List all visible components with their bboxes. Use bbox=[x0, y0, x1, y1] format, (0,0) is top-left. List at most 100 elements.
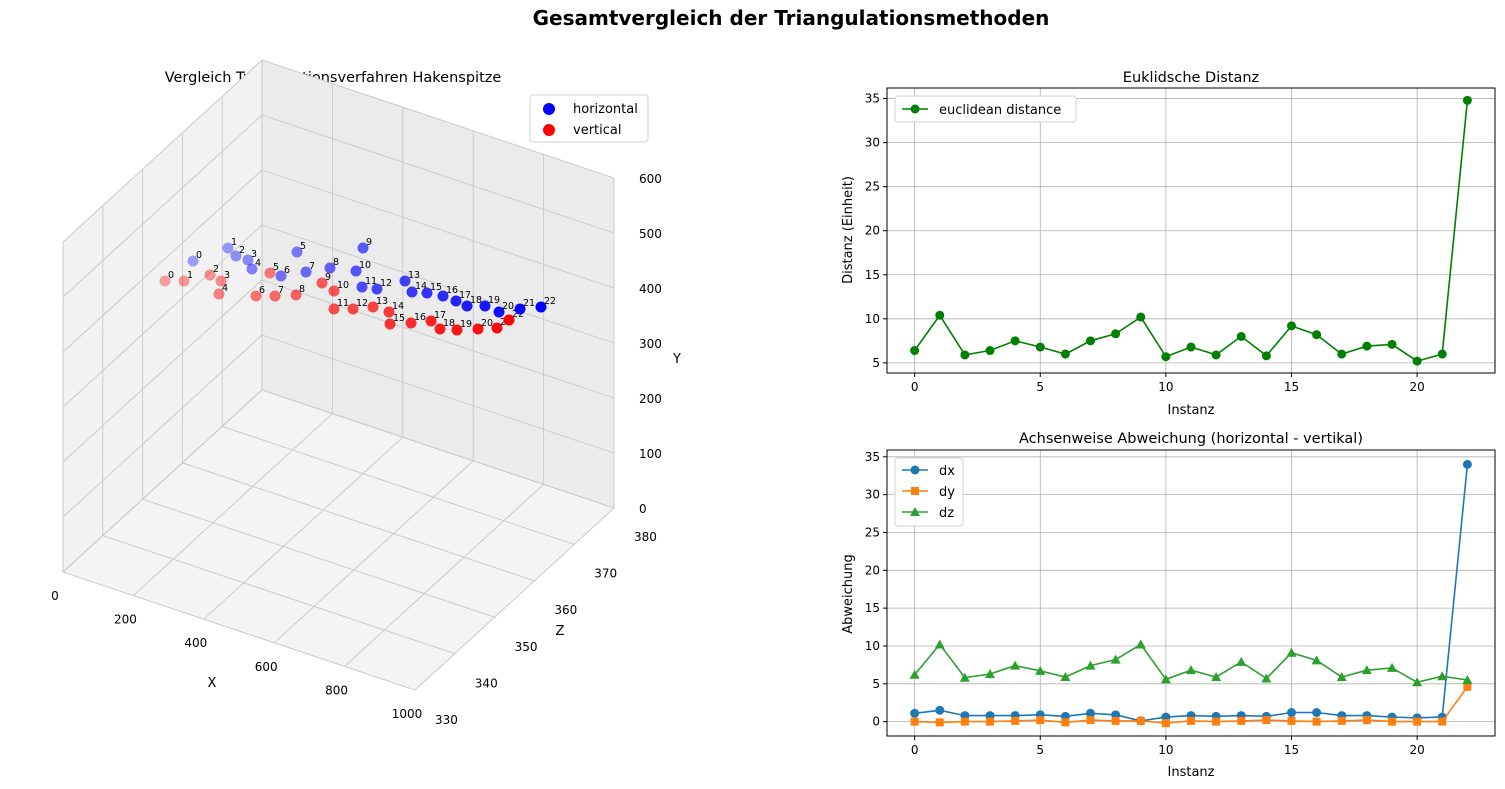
z-tick-label-3d: 340 bbox=[475, 676, 498, 690]
point-vertical bbox=[269, 290, 281, 302]
point-horizontal-label: 17 bbox=[459, 290, 471, 301]
point-horizontal bbox=[246, 263, 258, 275]
legend-marker-horizontal bbox=[543, 103, 555, 115]
point-horizontal bbox=[461, 300, 473, 312]
z-gridline-3d bbox=[142, 498, 495, 618]
point-horizontal-label: 3 bbox=[251, 249, 257, 260]
point-vertical-label: 15 bbox=[393, 313, 405, 324]
x-tick-label-3d: 400 bbox=[184, 636, 207, 650]
point-vertical bbox=[491, 322, 503, 334]
point-horizontal-label: 0 bbox=[196, 250, 202, 261]
point-horizontal-label: 16 bbox=[446, 285, 458, 296]
x-tick-label-3d: 0 bbox=[51, 589, 59, 603]
z-gridline-3d bbox=[182, 462, 535, 582]
point-horizontal bbox=[222, 242, 234, 254]
point-vertical bbox=[503, 314, 515, 326]
point-vertical bbox=[159, 275, 171, 287]
point-vertical bbox=[204, 269, 216, 281]
x-gridline-3d bbox=[203, 436, 404, 620]
y-tick-label-3d: 100 bbox=[639, 447, 662, 461]
point-vertical-label: 5 bbox=[273, 262, 279, 273]
point-horizontal-label: 14 bbox=[415, 281, 427, 292]
point-vertical-label: 14 bbox=[392, 301, 404, 312]
point-vertical-label: 17 bbox=[434, 310, 446, 321]
y-gridline-3d bbox=[62, 169, 263, 353]
point-horizontal bbox=[421, 287, 433, 299]
point-vertical-label: 16 bbox=[414, 312, 426, 323]
point-vertical bbox=[367, 301, 379, 313]
point-horizontal-label: 5 bbox=[300, 241, 306, 252]
point-vertical bbox=[213, 288, 225, 300]
z-tick-label-3d: 370 bbox=[594, 567, 617, 581]
legend-label-horizontal: horizontal bbox=[573, 102, 638, 117]
x-tick-label-3d: 600 bbox=[255, 660, 278, 674]
z-tick-label-3d: 380 bbox=[634, 530, 657, 544]
point-horizontal-label: 18 bbox=[470, 295, 482, 306]
y-gridline-3d bbox=[62, 389, 263, 573]
x-gridline-3d bbox=[133, 413, 333, 596]
point-horizontal bbox=[479, 300, 491, 312]
legend: horizontal vertical bbox=[529, 94, 649, 143]
point-vertical-label: 7 bbox=[278, 285, 284, 296]
point-vertical bbox=[316, 277, 328, 289]
point-horizontal-label: 2 bbox=[239, 245, 245, 256]
point-horizontal-label: 20 bbox=[502, 301, 514, 312]
x-tick-label-3d: 1000 bbox=[392, 707, 423, 721]
point-vertical bbox=[290, 289, 302, 301]
y-gridline-3d bbox=[261, 279, 615, 399]
x-gridline-3d bbox=[273, 460, 474, 644]
point-horizontal-label: 11 bbox=[365, 276, 377, 287]
point-horizontal-label: 22 bbox=[544, 296, 556, 307]
point-horizontal bbox=[324, 262, 336, 274]
z-axis-label-3d: Z bbox=[556, 624, 565, 639]
point-horizontal-label: 6 bbox=[284, 265, 290, 276]
z-gridline-3d bbox=[102, 535, 455, 655]
point-vertical bbox=[472, 323, 484, 335]
point-horizontal-label: 13 bbox=[408, 270, 420, 281]
point-vertical-label: 0 bbox=[168, 270, 174, 281]
legend-marker-vertical bbox=[543, 124, 555, 136]
point-vertical-label: 19 bbox=[460, 319, 472, 330]
point-horizontal bbox=[535, 301, 547, 313]
point-vertical-label: 2 bbox=[213, 264, 219, 275]
y-gridline-3d bbox=[261, 334, 615, 454]
y-gridline-3d bbox=[62, 114, 263, 298]
y-tick-label-3d: 200 bbox=[639, 392, 662, 406]
z-gridline-3d bbox=[222, 425, 575, 545]
point-horizontal bbox=[514, 303, 526, 315]
point-horizontal bbox=[493, 306, 505, 318]
point-horizontal-label: 15 bbox=[430, 282, 442, 293]
y-axis-label-3d: Y bbox=[672, 352, 681, 367]
point-horizontal-label: 7 bbox=[309, 261, 315, 272]
point-horizontal bbox=[399, 275, 411, 287]
point-vertical-label: 22 bbox=[512, 309, 524, 320]
point-vertical-label: 6 bbox=[259, 285, 265, 296]
point-vertical bbox=[178, 275, 190, 287]
y-gridline-3d bbox=[261, 59, 615, 179]
point-horizontal bbox=[187, 255, 199, 267]
point-vertical-label: 18 bbox=[443, 318, 455, 329]
point-horizontal bbox=[371, 283, 383, 295]
point-vertical bbox=[328, 303, 340, 315]
figure-title: Gesamtvergleich der Triangulationsmethod… bbox=[532, 6, 1050, 30]
point-vertical bbox=[405, 317, 417, 329]
point-vertical bbox=[384, 318, 396, 330]
point-horizontal-label: 21 bbox=[523, 298, 535, 309]
point-horizontal bbox=[357, 242, 369, 254]
point-vertical bbox=[451, 324, 463, 336]
point-horizontal bbox=[291, 246, 303, 258]
x-axis-label-3d: X bbox=[208, 676, 217, 691]
point-vertical-label: 20 bbox=[481, 318, 493, 329]
point-horizontal-label: 12 bbox=[380, 278, 392, 289]
y-gridline-3d bbox=[261, 169, 615, 289]
y-gridline-3d bbox=[261, 389, 615, 509]
point-vertical-label: 9 bbox=[325, 272, 331, 283]
z-gridline-3d bbox=[62, 571, 416, 691]
y-gridline-3d bbox=[62, 59, 263, 243]
y-tick-label-3d: 400 bbox=[639, 282, 662, 296]
x-tick-label-3d: 200 bbox=[114, 613, 137, 627]
point-vertical bbox=[434, 323, 446, 335]
y-gridline-3d bbox=[261, 224, 615, 344]
point-horizontal bbox=[356, 281, 368, 293]
